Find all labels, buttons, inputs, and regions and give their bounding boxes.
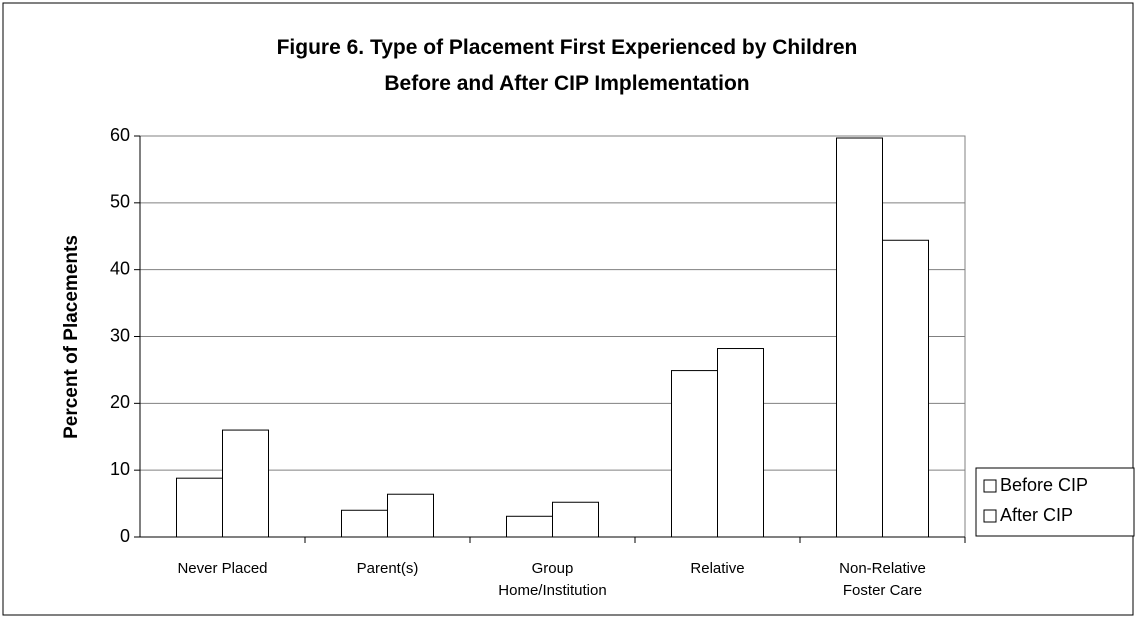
legend-swatch — [983, 509, 997, 523]
x-tick-label: Parent(s) — [357, 560, 419, 577]
bar — [341, 509, 388, 538]
bar — [671, 370, 718, 538]
y-tick-label: 30 — [110, 325, 130, 345]
legend-swatch — [983, 479, 997, 493]
y-tick-label: 20 — [110, 392, 130, 412]
y-tick-label: 60 — [110, 125, 130, 145]
y-tick-label: 0 — [120, 526, 130, 546]
y-tick-label: 50 — [110, 192, 130, 212]
y-axis-label: Percent of Placements — [61, 235, 82, 439]
bar — [176, 477, 223, 538]
bar — [506, 515, 553, 538]
legend-label: Before CIP — [1000, 475, 1088, 495]
bar — [717, 348, 764, 538]
y-tick-label: 40 — [110, 258, 130, 278]
x-tick-label: Never Placed — [177, 560, 267, 577]
chart-title: Figure 6. Type of Placement First Experi… — [277, 36, 858, 95]
legend-box — [975, 467, 1135, 537]
x-tick-label: Relative — [690, 560, 744, 577]
bar — [552, 501, 599, 538]
y-tick-label: 10 — [110, 459, 130, 479]
bar — [387, 493, 434, 538]
bar — [882, 239, 929, 538]
bar — [836, 137, 883, 538]
bar — [222, 429, 269, 538]
x-tick-label: Group Home/Institution — [498, 560, 606, 599]
legend-label: After CIP — [1000, 505, 1073, 525]
x-tick-label: Non-Relative Foster Care — [839, 560, 926, 599]
